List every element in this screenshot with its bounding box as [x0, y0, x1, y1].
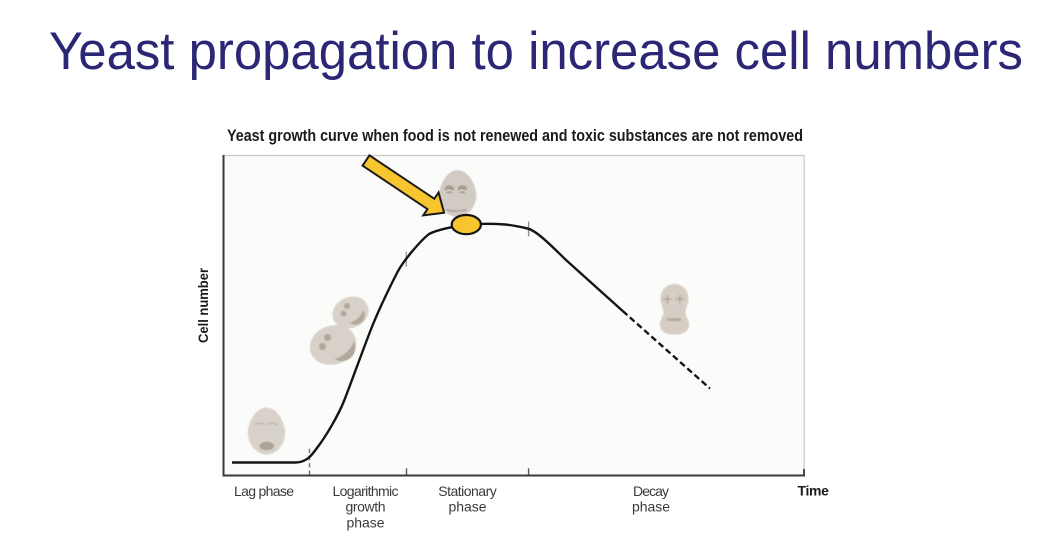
svg-text:Decay: Decay [633, 483, 669, 499]
svg-text:Cell number: Cell number [195, 267, 211, 343]
svg-text:phase: phase [449, 499, 487, 515]
svg-text:Logarithmic: Logarithmic [333, 483, 399, 499]
svg-text:Stationary: Stationary [438, 483, 497, 499]
svg-text:Time: Time [797, 482, 829, 498]
svg-text:phase: phase [632, 499, 670, 515]
svg-text:growth: growth [346, 499, 386, 515]
svg-text:Yeast propagation to increase: Yeast propagation to increase cell numbe… [49, 22, 1023, 81]
svg-text:phase: phase [347, 514, 385, 530]
svg-text:Yeast growth curve when food i: Yeast growth curve when food is not rene… [227, 126, 803, 145]
svg-text:Lag phase: Lag phase [234, 483, 294, 499]
